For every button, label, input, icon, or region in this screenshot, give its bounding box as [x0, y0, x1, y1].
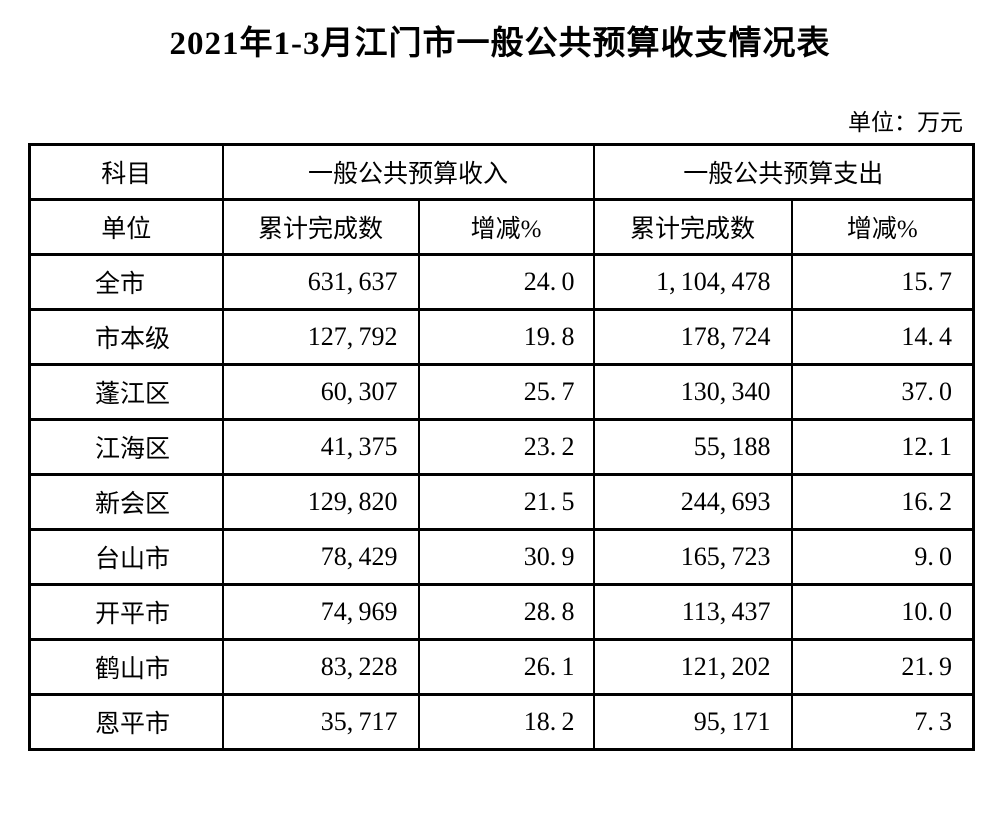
expense-change-value: 7. 3: [790, 693, 975, 751]
table-row: 鹤山市 83, 228 26. 1 121, 202 21. 9: [28, 638, 975, 696]
corner-unit-cell: 单位: [28, 198, 224, 256]
region-label: 江海区: [28, 418, 224, 476]
header-row-groups: 科目 一般公共预算收入 一般公共预算支出: [28, 143, 975, 201]
table-row: 开平市 74, 969 28. 8 113, 437 10. 0: [28, 583, 975, 641]
expense-total-value: 95, 171: [592, 693, 793, 751]
income-change-value: 26. 1: [417, 638, 595, 696]
expense-change-value: 10. 0: [790, 583, 975, 641]
table-header: 科目 一般公共预算收入 一般公共预算支出 单位 累计完成数 增减% 累计完成数 …: [28, 143, 975, 256]
income-change-value: 19. 8: [417, 308, 595, 366]
expense-change-value: 14. 4: [790, 308, 975, 366]
expense-change-value: 21. 9: [790, 638, 975, 696]
header-row-subheaders: 单位 累计完成数 增减% 累计完成数 增减%: [28, 198, 975, 256]
income-change-value: 30. 9: [417, 528, 595, 586]
expense-total-value: 1, 104, 478: [592, 253, 793, 311]
table-row: 恩平市 35, 717 18. 2 95, 171 7. 3: [28, 693, 975, 751]
table-body: 全市 631, 637 24. 0 1, 104, 478 15. 7 市本级 …: [28, 253, 975, 751]
income-total-value: 74, 969: [221, 583, 420, 641]
table-row: 全市 631, 637 24. 0 1, 104, 478 15. 7: [28, 253, 975, 311]
income-total-value: 127, 792: [221, 308, 420, 366]
expense-change-value: 37. 0: [790, 363, 975, 421]
income-group-header: 一般公共预算收入: [221, 143, 595, 201]
expense-total-value: 121, 202: [592, 638, 793, 696]
income-change-value: 28. 8: [417, 583, 595, 641]
income-total-value: 60, 307: [221, 363, 420, 421]
region-label: 蓬江区: [28, 363, 224, 421]
income-total-value: 41, 375: [221, 418, 420, 476]
income-change-value: 24. 0: [417, 253, 595, 311]
table-row: 蓬江区 60, 307 25. 7 130, 340 37. 0: [28, 363, 975, 421]
expense-total-value: 113, 437: [592, 583, 793, 641]
table-row: 市本级 127, 792 19. 8 178, 724 14. 4: [28, 308, 975, 366]
region-label: 市本级: [28, 308, 224, 366]
expense-change-value: 16. 2: [790, 473, 975, 531]
expense-change-value: 9. 0: [790, 528, 975, 586]
page-title: 2021年1-3月江门市一般公共预算收支情况表: [169, 26, 831, 62]
income-total-value: 83, 228: [221, 638, 420, 696]
table-row: 台山市 78, 429 30. 9 165, 723 9. 0: [28, 528, 975, 586]
region-label: 新会区: [28, 473, 224, 531]
income-total-value: 35, 717: [221, 693, 420, 751]
expense-completed-header: 累计完成数: [592, 198, 793, 256]
expense-change-value: 15. 7: [790, 253, 975, 311]
expense-total-value: 55, 188: [592, 418, 793, 476]
budget-table: 科目 一般公共预算收入 一般公共预算支出 单位 累计完成数 增减% 累计完成数 …: [28, 143, 976, 751]
income-change-value: 23. 2: [417, 418, 595, 476]
expense-total-value: 165, 723: [592, 528, 793, 586]
expense-group-header: 一般公共预算支出: [592, 143, 975, 201]
income-change-header: 增减%: [417, 198, 595, 256]
corner-subject-cell: 科目: [28, 143, 224, 201]
region-label: 开平市: [28, 583, 224, 641]
expense-change-value: 12. 1: [790, 418, 975, 476]
income-change-value: 25. 7: [417, 363, 595, 421]
income-total-value: 129, 820: [221, 473, 420, 531]
unit-label: 单位：万元: [848, 110, 963, 135]
expense-change-header: 增减%: [790, 198, 975, 256]
income-total-value: 631, 637: [221, 253, 420, 311]
income-total-value: 78, 429: [221, 528, 420, 586]
region-label: 全市: [28, 253, 224, 311]
income-change-value: 21. 5: [417, 473, 595, 531]
expense-total-value: 178, 724: [592, 308, 793, 366]
region-label: 台山市: [28, 528, 224, 586]
income-change-value: 18. 2: [417, 693, 595, 751]
table-row: 新会区 129, 820 21. 5 244, 693 16. 2: [28, 473, 975, 531]
income-completed-header: 累计完成数: [221, 198, 420, 256]
expense-total-value: 130, 340: [592, 363, 793, 421]
region-label: 鹤山市: [28, 638, 224, 696]
expense-total-value: 244, 693: [592, 473, 793, 531]
table-row: 江海区 41, 375 23. 2 55, 188 12. 1: [28, 418, 975, 476]
region-label: 恩平市: [28, 693, 224, 751]
